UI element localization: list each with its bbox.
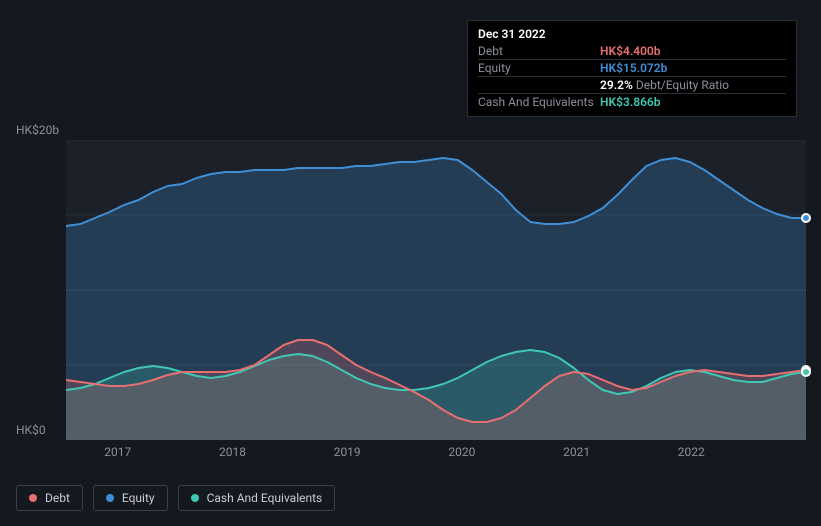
tooltip-row: Cash And EquivalentsHK$3.866b	[478, 93, 786, 110]
legend-item[interactable]: Debt	[16, 485, 83, 511]
tooltip-label: Equity	[478, 61, 600, 75]
x-axis-label: 2021	[563, 445, 590, 459]
x-axis-label: 2022	[678, 445, 705, 459]
chart-plot[interactable]	[66, 140, 806, 440]
tooltip-value: HK$4.400b	[600, 44, 661, 58]
chart-tooltip: Dec 31 2022 DebtHK$4.400bEquityHK$15.072…	[467, 20, 797, 117]
x-axis-label: 2019	[334, 445, 361, 459]
legend-label: Debt	[45, 491, 70, 505]
tooltip-row: DebtHK$4.400b	[478, 43, 786, 59]
series-end-marker	[801, 213, 811, 223]
y-axis-label: HK$0	[16, 423, 46, 437]
legend-item[interactable]: Equity	[93, 485, 168, 511]
tooltip-ratio: 29.2%Debt/Equity Ratio	[600, 78, 729, 92]
legend-label: Equity	[122, 491, 155, 505]
tooltip-row: 29.2%Debt/Equity Ratio	[478, 76, 786, 93]
legend-dot-icon	[106, 494, 114, 502]
x-axis-label: 2018	[219, 445, 246, 459]
tooltip-value: HK$3.866b	[600, 95, 661, 109]
legend-label: Cash And Equivalents	[207, 491, 323, 505]
series-end-marker	[801, 367, 811, 377]
legend-item[interactable]: Cash And Equivalents	[178, 485, 336, 511]
tooltip-value: HK$15.072b	[600, 61, 667, 75]
y-axis-label: HK$20b	[16, 123, 59, 137]
legend-dot-icon	[29, 494, 37, 502]
x-axis-label: 2017	[104, 445, 131, 459]
legend: Debt Equity Cash And Equivalents	[16, 485, 335, 511]
x-axis: 2017 2018 2019 2020 2021 2022	[66, 445, 806, 465]
tooltip-label: Debt	[478, 44, 600, 58]
tooltip-label: Cash And Equivalents	[478, 95, 600, 109]
x-axis-label: 2020	[448, 445, 475, 459]
tooltip-date: Dec 31 2022	[478, 27, 786, 43]
tooltip-label	[478, 78, 600, 92]
tooltip-row: EquityHK$15.072b	[478, 59, 786, 76]
legend-dot-icon	[191, 494, 199, 502]
